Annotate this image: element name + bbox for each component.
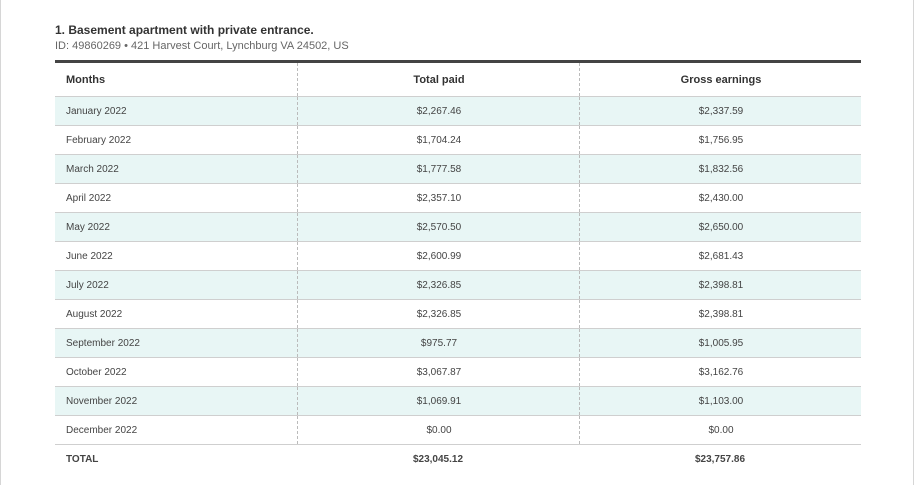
table-cell: January 2022	[66, 105, 127, 117]
table-cell: $975.77	[297, 329, 580, 357]
table-cell: $2,326.85	[297, 300, 580, 328]
table-cell: $2,681.43	[579, 242, 862, 270]
table-row: December 2022 $0.00 $0.00	[55, 416, 861, 445]
table-cell: $2,430.00	[579, 184, 862, 212]
table-cell: $1,069.91	[297, 387, 580, 415]
listing-title: 1. Basement apartment with private entra…	[55, 23, 314, 37]
table-cell: $1,103.00	[579, 387, 862, 415]
table-cell: December 2022	[66, 424, 138, 436]
listing-subtitle: ID: 49860269 • 421 Harvest Court, Lynchb…	[55, 40, 349, 52]
table-cell: $3,067.87	[297, 358, 580, 386]
table-cell: $2,357.10	[297, 184, 580, 212]
table-row: June 2022 $2,600.99 $2,681.43	[55, 242, 861, 271]
table-cell: Months	[66, 73, 106, 86]
table-row: February 2022 $1,704.24 $1,756.95	[55, 126, 861, 155]
table-row: January 2022 $2,267.46 $2,337.59	[55, 97, 861, 126]
table-cell: July 2022	[66, 279, 109, 291]
table-cell: February 2022	[66, 134, 132, 146]
table-cell: April 2022	[66, 192, 112, 204]
table-row: May 2022 $2,570.50 $2,650.00	[55, 213, 861, 242]
table-cell: $0.00	[297, 416, 580, 444]
table-cell: TOTAL	[66, 453, 99, 465]
table-cell: $2,398.81	[579, 271, 862, 299]
table-cell: September 2022	[66, 337, 140, 349]
table-cell: $3,162.76	[579, 358, 862, 386]
total-row: TOTAL $23,045.12 $23,757.86	[55, 445, 861, 473]
table-row: July 2022 $2,326.85 $2,398.81	[55, 271, 861, 300]
table-cell: March 2022	[66, 163, 119, 175]
table-cell: $2,326.85	[297, 271, 580, 299]
header-row: Months Total paid Gross earnings	[55, 63, 861, 97]
table-row: September 2022 $975.77 $1,005.95	[55, 329, 861, 358]
table-cell: May 2022	[66, 221, 110, 233]
table-cell: $2,267.46	[297, 97, 580, 125]
table-cell: November 2022	[66, 395, 138, 407]
table-cell: August 2022	[66, 308, 123, 320]
table-row: March 2022 $1,777.58 $1,832.56	[55, 155, 861, 184]
table-cell: October 2022	[66, 366, 127, 378]
table-cell: $0.00	[579, 416, 862, 444]
table-row: April 2022 $2,357.10 $2,430.00	[55, 184, 861, 213]
table-cell: $2,570.50	[297, 213, 580, 241]
table-cell: $1,832.56	[579, 155, 862, 183]
table-cell: Gross earnings	[579, 63, 862, 96]
table-cell: $1,777.58	[297, 155, 580, 183]
table-cell: $2,337.59	[579, 97, 862, 125]
table-row: October 2022 $3,067.87 $3,162.76	[55, 358, 861, 387]
table-row: August 2022 $2,326.85 $2,398.81	[55, 300, 861, 329]
table-cell: Total paid	[297, 63, 580, 96]
table-cell: $23,045.12	[412, 453, 464, 465]
table-cell: June 2022	[66, 250, 113, 262]
table-cell: $2,600.99	[297, 242, 580, 270]
table-cell: $1,756.95	[579, 126, 862, 154]
table-cell: $2,650.00	[579, 213, 862, 241]
table-cell: $1,005.95	[579, 329, 862, 357]
table-cell: $2,398.81	[579, 300, 862, 328]
earnings-table: Months Total paid Gross earnings January 20…	[55, 60, 861, 473]
table-cell: $1,704.24	[297, 126, 580, 154]
table-row: November 2022 $1,069.91 $1,103.00	[55, 387, 861, 416]
table-cell: $23,757.86	[694, 453, 746, 465]
